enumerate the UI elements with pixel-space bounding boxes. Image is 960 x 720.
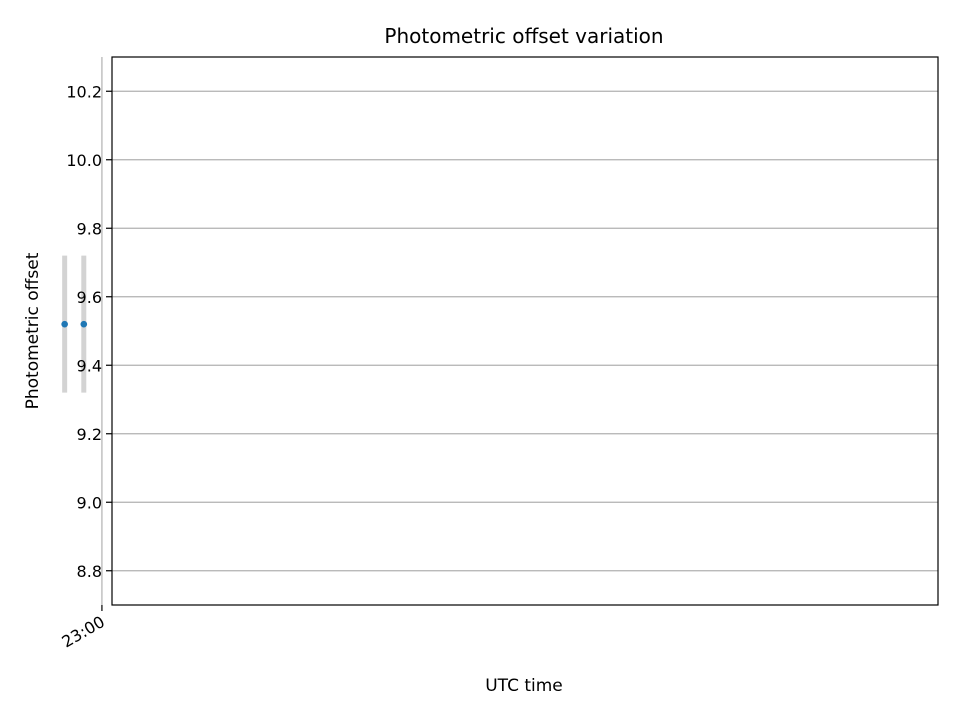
plot-frame	[111, 56, 939, 606]
y-tick-label: 10.0	[66, 151, 102, 170]
data-point	[61, 320, 68, 328]
y-tick-label: 10.2	[66, 82, 102, 101]
y-axis-label: Photometric offset	[23, 252, 43, 409]
y-tick-label: 8.8	[77, 562, 102, 581]
x-axis-label: UTC time	[485, 676, 563, 696]
data-point	[80, 320, 88, 328]
grid	[101, 57, 938, 605]
y-tick-label: 9.2	[77, 425, 102, 444]
y-tick-label: 9.6	[77, 288, 102, 307]
y-tick-label: 9.4	[77, 356, 102, 375]
y-tick-label: 9.8	[77, 219, 102, 238]
data-points	[61, 320, 88, 328]
y-axis-ticks: 8.8 9.0 9.2 9.4 9.6 9.8 10.0 10.2	[66, 82, 112, 581]
y-tick-label: 9.0	[77, 493, 102, 512]
chart-title: Photometric offset variation	[384, 24, 663, 48]
